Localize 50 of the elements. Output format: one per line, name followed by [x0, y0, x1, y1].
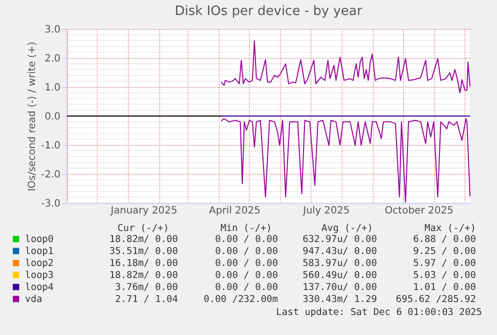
- x-tick-label: July 2025: [302, 206, 350, 216]
- text: 35.51m/ 0.00: [109, 246, 178, 257]
- y-tick-label: 1.0: [44, 82, 60, 94]
- text: 137.70u/ 0.00: [302, 282, 378, 293]
- text: 1.01 / 0.00: [413, 282, 476, 293]
- line-series: [220, 40, 470, 94]
- chart-title: Disk IOs per device - by year: [174, 4, 363, 19]
- text: 2.71 / 1.04: [115, 294, 178, 305]
- text: 695.62 /285.92: [396, 294, 476, 305]
- text: 5.03 / 0.00: [413, 270, 476, 281]
- legend-label: loop0: [25, 234, 54, 245]
- text: Avg (-/+): [322, 223, 373, 234]
- legend-label: loop3: [25, 270, 54, 281]
- y-tick-label: 3.0: [44, 24, 60, 36]
- x-tick-label: January 2025: [110, 206, 178, 216]
- text: 6.88 / 0.00: [413, 234, 476, 245]
- text: 0.00 / 0.00: [215, 234, 278, 245]
- text: Last update: Sat Dec 6 01:00:03 2025: [276, 307, 482, 318]
- line-series: [220, 118, 470, 203]
- y-tick-label: 2.0: [44, 54, 60, 64]
- text: 18.82m/ 0.00: [109, 270, 178, 281]
- y-tick-label: 0.0: [44, 112, 60, 122]
- text: 0.00 / 0.00: [215, 282, 278, 293]
- text: 0.00 / 0.00: [215, 246, 278, 257]
- legend-label: loop1: [25, 246, 54, 257]
- text: 0.00 /232.00m: [204, 294, 278, 305]
- text: Max (-/+): [424, 223, 476, 234]
- text: 583.97u/ 0.00: [302, 258, 378, 269]
- text: 330.43m/ 1.29: [302, 294, 378, 305]
- y-tick-label: -2.0: [40, 170, 60, 180]
- text: 9.25 / 0.00: [413, 246, 476, 257]
- text: 632.97u/ 0.00: [302, 234, 378, 245]
- text: 18.82m/ 0.00: [109, 234, 178, 245]
- text: 16.18m/ 0.00: [109, 258, 178, 269]
- text: 0.00 / 0.00: [215, 258, 278, 269]
- legend-label: vda: [25, 294, 42, 305]
- y-axis-title: IOs/second read (-) / write (+): [26, 42, 38, 192]
- y-tick-label: -3.0: [40, 198, 60, 210]
- x-tick-label: April 2025: [209, 206, 260, 216]
- text: Min (-/+): [220, 223, 272, 234]
- text: Cur (-/+): [118, 223, 169, 234]
- legend-label: loop2: [25, 258, 54, 269]
- text: 0.00 / 0.00: [215, 270, 278, 281]
- legend-label: loop4: [25, 282, 54, 293]
- text: 3.76m/ 0.00: [115, 282, 178, 293]
- text: 5.97 / 0.00: [413, 258, 476, 269]
- y-tick-label: -1.0: [40, 140, 60, 152]
- text: 947.43u/ 0.00: [302, 246, 378, 257]
- text: 560.49u/ 0.00: [302, 270, 378, 281]
- x-tick-label: October 2025: [384, 206, 454, 216]
